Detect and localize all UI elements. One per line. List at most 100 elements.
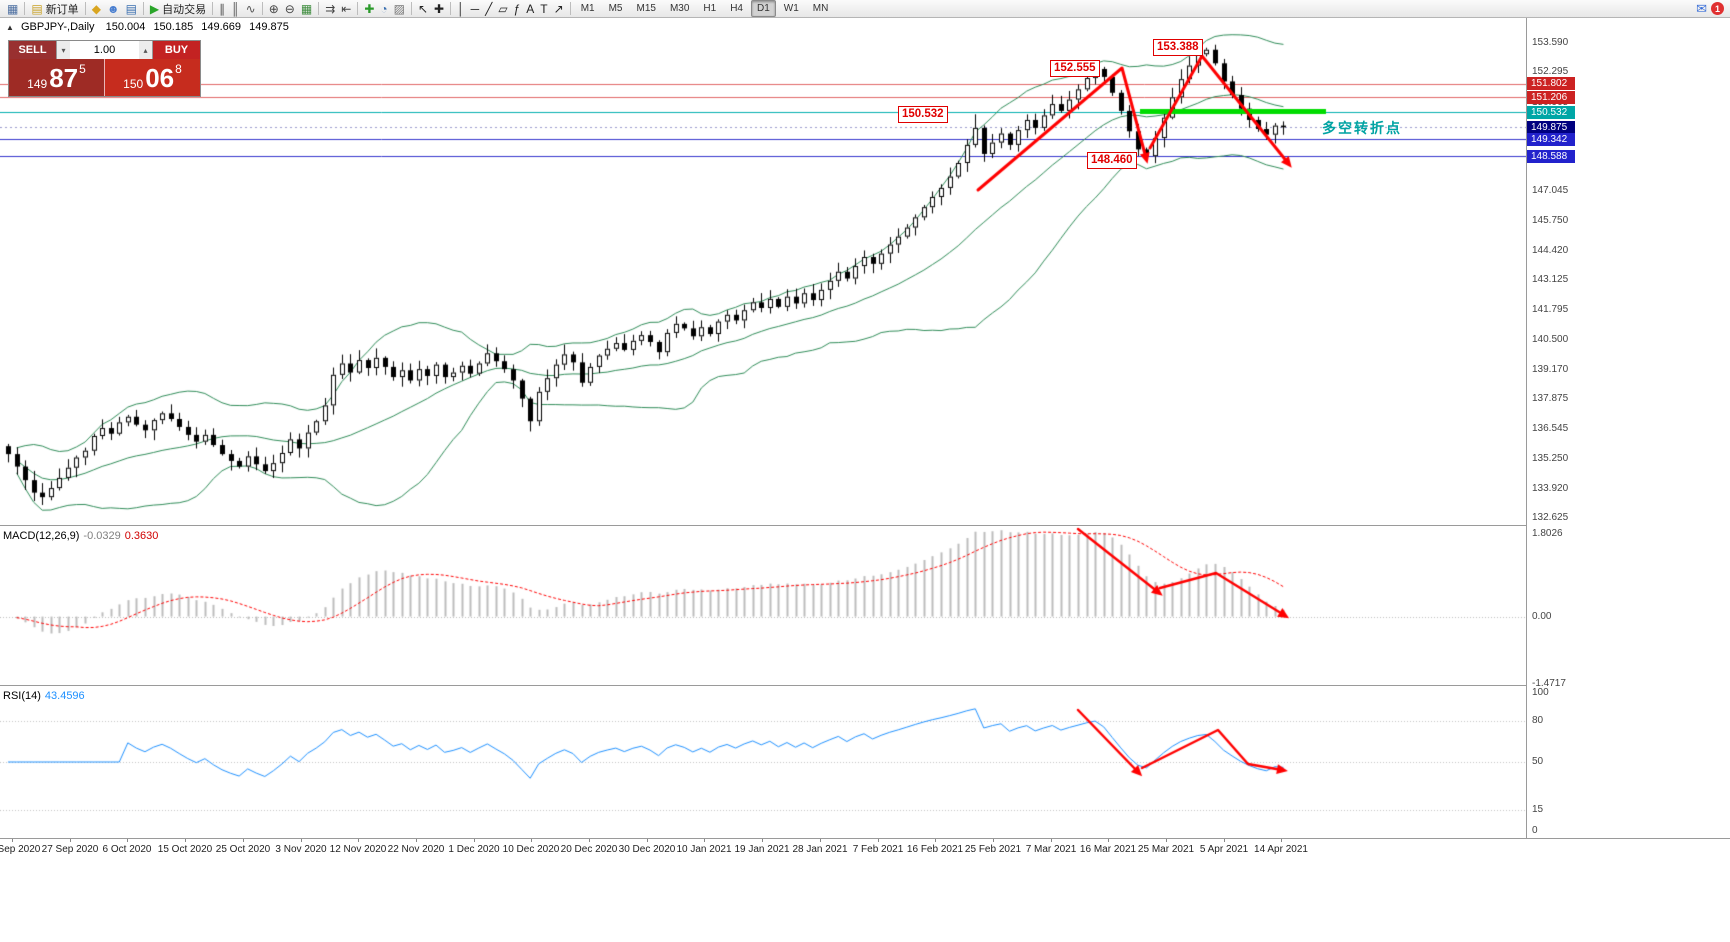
timeframe-mn[interactable]: MN [812,3,829,14]
crosshair-icon[interactable]: ✚ [431,1,447,17]
line-chart-icon[interactable]: ∿ [243,1,259,17]
date-tick [416,839,417,842]
price-tick-label: 145.750 [1532,215,1569,226]
timeframe-m1[interactable]: M1 [580,3,595,14]
chart-shift-icon[interactable]: ⇤ [338,1,354,17]
macd-canvas[interactable] [0,526,1526,685]
horizontal-line-icon[interactable]: ─ [468,1,483,17]
periods-icon[interactable]: ◔ [377,1,390,17]
new-chart-icon-glyph: ▦ [7,1,19,16]
data-window-icon[interactable]: ▤ [123,1,140,17]
templates-icon[interactable]: ▨ [391,1,408,17]
mailbox-icon[interactable]: ✉ [1696,0,1707,16]
trendline-icon-glyph: ╱ [485,1,493,16]
auto-scroll-icon[interactable]: ⇉ [322,1,338,17]
bar-chart-icon[interactable]: ∥ [216,1,228,17]
auto-scroll-icon-glyph: ⇉ [325,1,336,16]
price-axis[interactable]: 153.590152.295150.965147.045145.750144.4… [1526,18,1730,838]
rsi-panel-splitter[interactable] [0,685,1730,686]
volume-increase-button[interactable]: ▴ [139,41,152,59]
community-icon[interactable]: ☻ [104,1,123,17]
main-chart-canvas[interactable] [0,18,1526,525]
macd-panel-splitter[interactable] [0,525,1730,526]
sell-price[interactable]: 149 87 5 [9,59,105,96]
metaeditor-icon[interactable]: ◆ [89,1,104,17]
new-order-button-label: 新订单 [45,3,79,16]
rsi-scale-label: 15 [1532,804,1544,815]
chart-shift-icon-glyph: ⇤ [341,1,352,16]
date-tick [1108,839,1109,842]
date-tick [12,839,13,842]
autotrading-button[interactable]: ▶ 自动交易 [147,1,209,17]
volume-value[interactable]: 1.00 [93,44,116,56]
cursor-icon-glyph: ↖ [417,1,429,16]
toolbar-separator [142,2,144,15]
timeframe-m5[interactable]: M5 [608,3,623,14]
tile-windows-icon[interactable]: ▦ [298,1,315,17]
line-chart-icon-glyph: ∿ [245,1,256,16]
text-icon[interactable]: A [523,1,537,17]
rsi-canvas[interactable] [0,686,1526,838]
date-tick [70,839,71,842]
cursor-icon[interactable]: ↖ [415,1,431,17]
toolbar-separator [84,2,86,15]
date-label: 6 Oct 2020 [102,844,152,855]
price-tick-label: 135.250 [1532,453,1569,464]
one-click-collapse-toggle[interactable]: ▲ [6,23,14,32]
metaeditor-icon-glyph: ◆ [91,1,101,16]
community-icon-glyph: ☻ [106,1,120,16]
new-order-button[interactable]: ▤ 新订单 [28,1,81,17]
price-tick-label: 137.875 [1532,393,1569,404]
toolbar-separator [357,2,359,15]
toolbar-right-icons: ✉ 1 [1696,1,1726,17]
notification-badge[interactable]: 1 [1711,2,1724,15]
equidistant-channel-icon[interactable]: ▱ [495,1,510,17]
price-annotation[interactable]: 153.388 [1153,39,1203,56]
vertical-line-icon[interactable]: │ [454,1,468,17]
new-order-button-glyph: ▤ [31,1,43,16]
zoom-in-icon[interactable]: ⊕ [266,1,282,17]
price-tick-label: 136.545 [1532,423,1569,434]
date-label: 19 Jan 2021 [734,844,790,855]
rsi-name: RSI(14) [3,690,41,702]
timeframe-h4[interactable]: H4 [730,3,743,14]
trendline-icon[interactable]: ╱ [482,1,495,17]
timeframe-m15[interactable]: M15 [636,3,656,14]
rsi-scale-label: 100 [1532,687,1549,698]
candlestick-icon[interactable]: ║ [228,1,243,17]
timeframe-m30[interactable]: M30 [669,3,690,14]
macd-indicator-label: MACD(12,26,9) -0.0329 0.3630 [3,530,162,542]
fibonacci-icon[interactable]: ƒ [511,1,524,17]
toolbar-separator [410,2,412,15]
date-tick [358,839,359,842]
low-value: 149.669 [201,21,242,33]
timeframe-h1[interactable]: H1 [703,3,717,14]
arrows-icon[interactable]: ↗ [551,1,567,17]
indicators-icon[interactable]: ✚ [361,1,377,17]
buy-button[interactable]: BUY [153,41,200,59]
price-tick-label: 143.125 [1532,274,1569,285]
price-annotation[interactable]: 150.532 [898,106,948,123]
date-label: 7 Feb 2021 [852,844,904,855]
date-tick [243,839,244,842]
date-tick [589,839,590,842]
new-chart-icon[interactable]: ▦ [4,1,21,17]
price-tick-label: 132.625 [1532,512,1569,523]
buy-price[interactable]: 150 06 8 [105,59,200,96]
price-line-label: 148.588 [1527,150,1575,163]
price-annotation[interactable]: 148.460 [1087,152,1137,169]
chart-note-text[interactable]: 多空转折点 [1322,120,1402,136]
toolbar: ▦ ▤ 新订单 ◆ ☻ ▤ ▶ 自动交易 ∥ ║ ∿ ⊕ ⊖ ▦ ⇉ ⇤ ✚ ◔ ▨ ↖ ✚ │ ─ ╱ ▱ ƒ A T ↗ M1 M5 M1… [0,0,1730,18]
volume-decrease-button[interactable]: ▾ [57,41,70,59]
price-annotation[interactable]: 152.555 [1050,60,1100,77]
timeframe-w1[interactable]: W1 [783,3,799,14]
label-icon[interactable]: T [537,1,550,17]
sell-button[interactable]: SELL [9,41,56,59]
zoom-out-icon[interactable]: ⊖ [282,1,298,17]
date-tick [1224,839,1225,842]
date-label: 28 Jan 2021 [792,844,848,855]
rsi-value: 43.4596 [44,690,85,702]
timeframe-d1[interactable]: D1 [751,0,776,17]
rsi-scale-label: 50 [1532,756,1544,767]
